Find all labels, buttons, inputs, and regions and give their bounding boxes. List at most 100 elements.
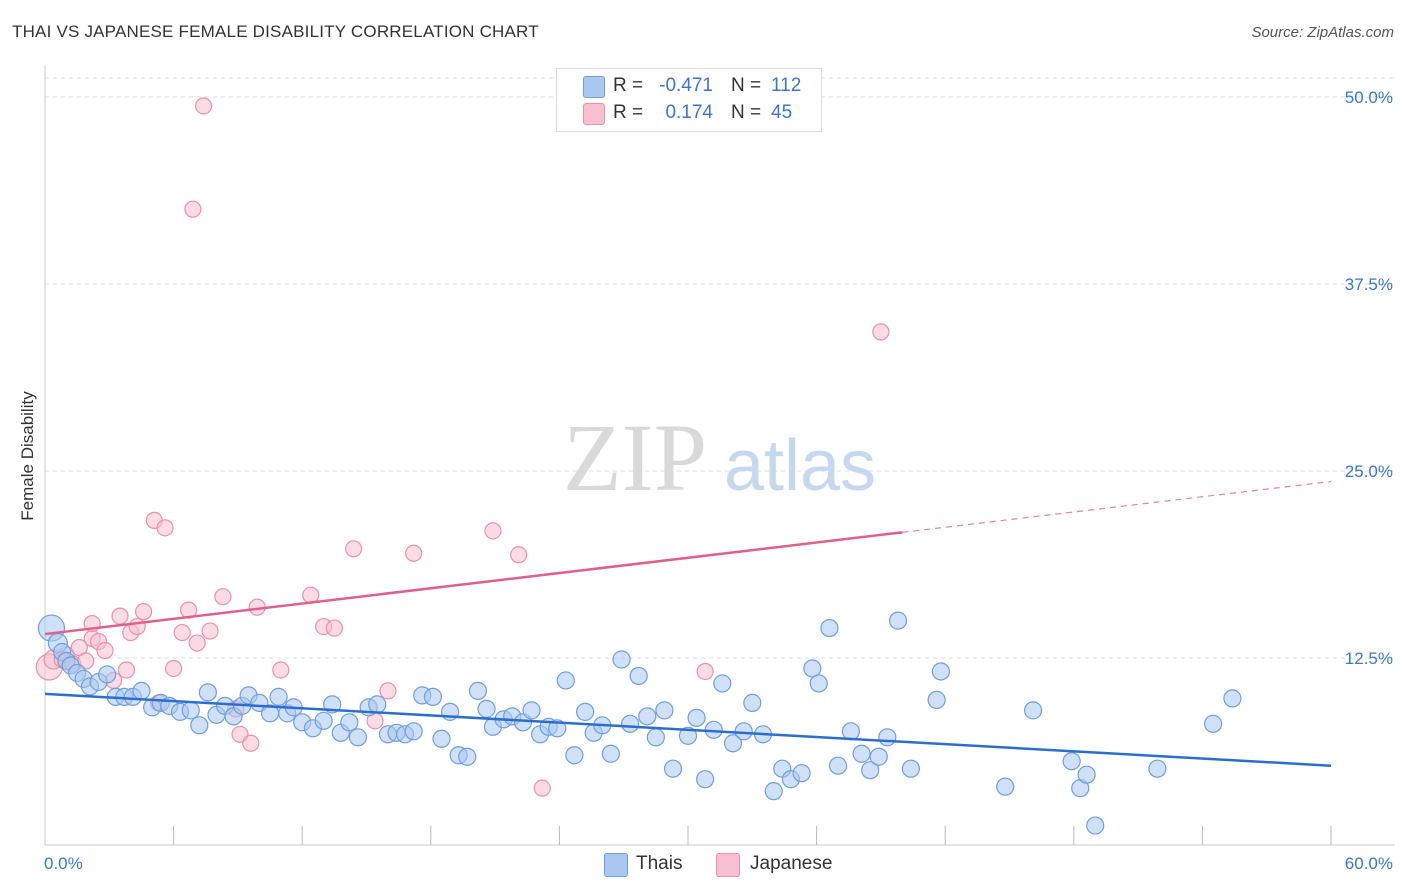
chart-title: THAI VS JAPANESE FEMALE DISABILITY CORRE… [12, 22, 539, 41]
thai-n-label: N = [731, 75, 762, 96]
thai-point [1023, 701, 1043, 720]
thai-point [861, 761, 880, 780]
thai-point [477, 699, 496, 718]
thai-point [423, 687, 443, 706]
japanese-n-value: 45 [771, 102, 793, 123]
thai-point [931, 662, 951, 681]
thai-point [132, 681, 151, 701]
thai-point [841, 722, 860, 741]
legend: Thais Japanese [0, 852, 1406, 878]
thai-point [638, 707, 657, 726]
thai-point [927, 690, 946, 709]
thai-point [734, 722, 753, 741]
thai-point [713, 674, 732, 693]
thai-point [404, 722, 423, 741]
thai-point [743, 693, 762, 712]
thai-point [869, 747, 888, 766]
japanese-trend-extension [902, 480, 1332, 533]
tick-labels: 12.5% 25.0% 37.5% 50.0% 0.0% 60.0% [44, 88, 1393, 873]
thai-point [601, 744, 620, 763]
thai-point [1223, 689, 1242, 708]
thai-point [612, 650, 631, 669]
japanese-point [201, 622, 219, 640]
japanese-point [111, 607, 129, 625]
thai-point [663, 759, 683, 778]
thai-point [655, 701, 674, 720]
thai-point [181, 701, 200, 720]
japanese-point [96, 641, 114, 660]
thai-point [621, 714, 640, 733]
thai-point [190, 716, 209, 735]
thai-point [646, 728, 665, 747]
japanese-point [533, 779, 551, 797]
japanese-r-value: 0.174 [665, 102, 713, 123]
thai-point [792, 764, 811, 783]
thai-point [556, 671, 575, 690]
japanese-point [117, 661, 136, 679]
legend-thais-label: Thais [636, 853, 683, 874]
thai-point [1148, 759, 1167, 778]
japanese-trend-line [44, 531, 903, 636]
japanese-r-label: R = [613, 102, 644, 123]
thai-point [888, 611, 908, 630]
x-tick-label-right: 60.0% [1345, 854, 1393, 873]
thai-point [852, 744, 871, 763]
japanese-point [510, 546, 528, 564]
thai-point [820, 618, 839, 638]
y-tick-label: 37.5% [1345, 275, 1393, 294]
stats-box: R = -0.471 N = 112 R = 0.174 N = 45 [556, 68, 822, 132]
japanese-point [173, 623, 191, 642]
japanese-point [214, 588, 232, 606]
thai-point [522, 701, 541, 720]
japanese-point [195, 97, 213, 115]
thai-point [828, 756, 848, 775]
thai-point [198, 683, 217, 702]
stats-row-japanese: R = 0.174 N = 45 [557, 100, 821, 126]
japanese-point [484, 522, 502, 540]
thai-point [432, 729, 451, 748]
stats-row-thai: R = -0.471 N = 112 [557, 73, 821, 99]
y-tick-label: 25.0% [1345, 462, 1393, 481]
thai-point [764, 782, 783, 801]
thai-swatch [583, 76, 605, 98]
thai-point [576, 702, 595, 721]
legend-thais-swatch [604, 853, 628, 877]
japanese-point [184, 200, 202, 218]
thai-point [996, 777, 1015, 796]
thai-point [98, 665, 117, 684]
thai-point [269, 687, 288, 706]
thai-point [458, 747, 477, 766]
thai-point [696, 770, 715, 789]
japanese-n-label: N = [731, 102, 762, 123]
japanese-point [134, 603, 153, 621]
y-tick-label: 12.5% [1345, 649, 1393, 668]
thai-point [878, 728, 897, 747]
legend-japanese-label: Japanese [750, 853, 833, 874]
watermark-atlas: atlas [724, 426, 876, 506]
thai-point [1077, 765, 1096, 784]
thai-point [1204, 714, 1223, 733]
thai-point [368, 695, 387, 714]
thai-points [37, 611, 1242, 835]
japanese-point [379, 682, 397, 700]
thai-n-value: 112 [771, 75, 802, 96]
japanese-point [325, 619, 343, 637]
thai-point [340, 713, 359, 732]
thai-point [314, 711, 333, 730]
legend-japanese-swatch [716, 853, 740, 877]
japanese-swatch [583, 103, 605, 125]
thai-point [565, 746, 584, 765]
thai-trend-line [44, 692, 1332, 767]
trend-lines [44, 480, 1332, 767]
source-credit: Source: ZipAtlas.com [1251, 24, 1394, 41]
thai-point [548, 719, 567, 738]
japanese-point [242, 734, 260, 752]
thai-point [803, 659, 822, 678]
thai-point [629, 666, 648, 686]
japanese-point [165, 659, 183, 678]
thai-r-label: R = [613, 75, 644, 96]
thai-point [809, 674, 828, 693]
thai-point [1062, 752, 1081, 771]
japanese-point [696, 662, 714, 681]
